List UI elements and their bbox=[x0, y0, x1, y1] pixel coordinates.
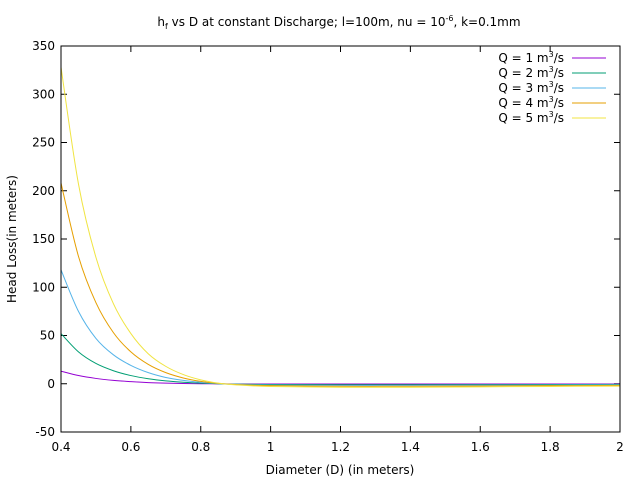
y-tick-label: 350 bbox=[32, 39, 55, 53]
legend-entry-label-q2: Q = 2 m3/s bbox=[498, 65, 564, 80]
legend-entry-label-q4: Q = 4 m3/s bbox=[498, 95, 564, 110]
plot-border bbox=[60, 45, 621, 433]
y-tick-label: 150 bbox=[32, 232, 55, 246]
title-h-subscript: f bbox=[165, 22, 168, 31]
series-line-q3 bbox=[61, 269, 620, 387]
y-tick-label: 0 bbox=[47, 377, 55, 391]
chart-title: hf vs D at constant Discharge; l=100m, n… bbox=[157, 14, 520, 31]
series-line-q4 bbox=[61, 182, 620, 387]
legend-entry-label-q3: Q = 3 m3/s bbox=[498, 80, 564, 95]
series-line-q2 bbox=[61, 333, 620, 386]
x-tick-label: 1.6 bbox=[471, 440, 490, 454]
title-middle: vs D at constant Discharge; l=100m, nu =… bbox=[168, 15, 446, 29]
legend: Q = 1 m3/sQ = 2 m3/sQ = 3 m3/sQ = 4 m3/s… bbox=[498, 50, 606, 125]
x-tick-label: 1.8 bbox=[541, 440, 560, 454]
series-lines bbox=[61, 67, 620, 388]
x-tick-label: 0.6 bbox=[121, 440, 140, 454]
title-exponent: -6 bbox=[445, 14, 453, 23]
y-tick-label: -50 bbox=[35, 425, 55, 439]
series-line-q5 bbox=[61, 67, 620, 388]
x-axis-ticks: 0.4 0.6 0.8 1 1.2 1.4 1.6 1.8 2 bbox=[51, 46, 624, 454]
legend-entry-label-q5: Q = 5 m3/s bbox=[498, 110, 564, 125]
y-tick-label: 100 bbox=[32, 280, 55, 294]
x-tick-label: 0.4 bbox=[51, 440, 70, 454]
series-line-q1 bbox=[61, 370, 620, 385]
x-tick-label: 0.8 bbox=[191, 440, 210, 454]
x-tick-label: 1 bbox=[267, 440, 275, 454]
x-tick-label: 2 bbox=[616, 440, 624, 454]
legend-entry-label-q1: Q = 1 m3/s bbox=[498, 50, 564, 65]
y-axis-ticks: -50 0 50 100 150 200 250 300 350 bbox=[32, 39, 620, 439]
y-tick-label: 50 bbox=[40, 329, 55, 343]
y-axis-label: Head Loss(in meters) bbox=[5, 175, 19, 303]
y-tick-label: 250 bbox=[32, 136, 55, 150]
y-tick-label: 300 bbox=[32, 87, 55, 101]
y-tick-label: 200 bbox=[32, 184, 55, 198]
x-tick-label: 1.4 bbox=[401, 440, 420, 454]
x-axis-label: Diameter (D) (in meters) bbox=[266, 463, 415, 477]
title-h: h bbox=[157, 15, 165, 29]
title-end: , k=0.1mm bbox=[453, 15, 520, 29]
x-tick-label: 1.2 bbox=[331, 440, 350, 454]
